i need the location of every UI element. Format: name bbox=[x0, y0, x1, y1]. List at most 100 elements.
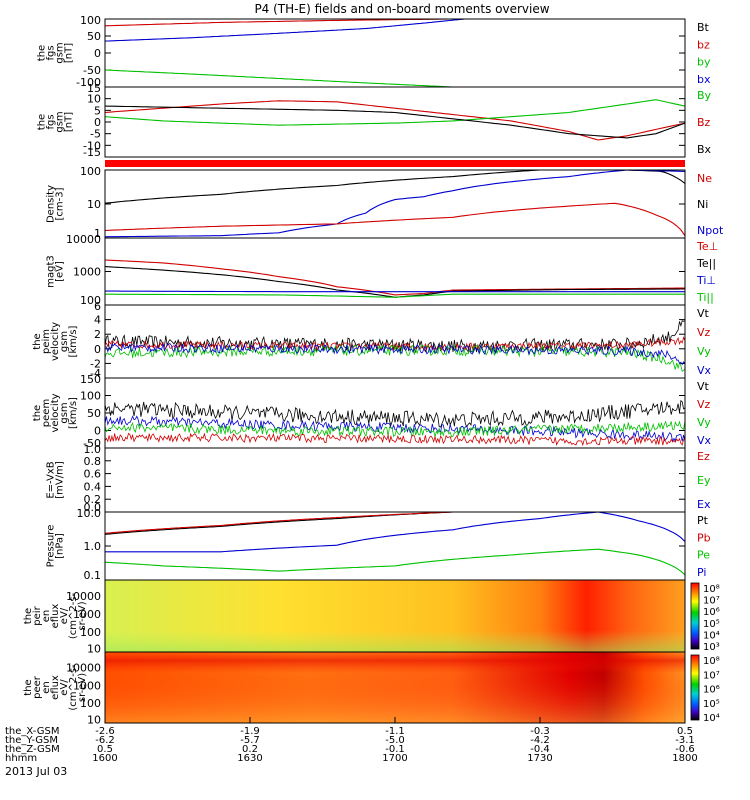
y-axis-label-line: peer bbox=[32, 675, 43, 699]
y-tick-label: 100 bbox=[80, 165, 101, 178]
series-line-vx bbox=[104, 415, 686, 443]
y-tick-label: 1 bbox=[94, 227, 101, 240]
time-axis-value: -0.6 bbox=[675, 744, 695, 755]
series-line-vx bbox=[104, 342, 686, 366]
y-tick-label: 15 bbox=[87, 82, 101, 95]
y-axis-label-line: fgs bbox=[46, 45, 57, 60]
y-tick-label: 100 bbox=[80, 390, 101, 403]
y-axis-label-line: E=-VxB bbox=[46, 461, 57, 498]
plot-title: P4 (TH-E) fields and on-board moments ov… bbox=[254, 2, 549, 16]
series-line-vy bbox=[104, 344, 686, 372]
legend-entry: by bbox=[697, 56, 711, 69]
y-axis-label-line: en bbox=[41, 681, 52, 694]
time-axis-value: -5.0 bbox=[385, 735, 405, 746]
y-axis-label-line: eV/ bbox=[59, 607, 70, 624]
legend-entry: Vx bbox=[697, 434, 712, 447]
y-axis-label-line: (cm^2-s- bbox=[68, 592, 79, 639]
y-tick-label: -50 bbox=[83, 64, 101, 77]
series-line-ti bbox=[105, 290, 685, 293]
series-line-pt bbox=[104, 511, 454, 535]
legend-entry: Pi bbox=[697, 566, 706, 579]
y-tick-label: 0.8 bbox=[84, 455, 102, 468]
y-axis-label-line: gsm bbox=[55, 42, 66, 63]
y-tick-label: 0 bbox=[94, 425, 101, 438]
time-axis-value: -6.2 bbox=[95, 735, 115, 746]
y-tick-label: 10 bbox=[87, 713, 101, 726]
y-tick-label: 10 bbox=[87, 93, 101, 106]
legend-entry: Ex bbox=[697, 498, 711, 511]
legend-entry: Ey bbox=[697, 474, 711, 487]
y-axis-label-line: velocity bbox=[50, 322, 61, 361]
time-axis-value: 1600 bbox=[92, 753, 117, 764]
series-line-ni bbox=[104, 169, 686, 204]
y-tick-label: 100 bbox=[80, 294, 101, 307]
panel-frame bbox=[104, 511, 686, 581]
y-axis-label-line: the bbox=[23, 679, 34, 695]
y-tick-label: 100 bbox=[80, 626, 101, 639]
time-axis-row-label: hhmm bbox=[5, 753, 37, 764]
y-axis-label-line: peem bbox=[41, 399, 52, 427]
legend-entry: bx bbox=[697, 73, 711, 86]
legend-entry: bz bbox=[697, 38, 710, 51]
time-axis-value: -5.7 bbox=[240, 735, 260, 746]
time-axis-value: -0.1 bbox=[385, 744, 405, 755]
time-axis: the_X-GSM -2.6 -1.9 -1.1 -0.3 0.5 the_Y-GSM -6.… bbox=[5, 717, 698, 764]
colorbar-tick-label: 10⁷ bbox=[703, 596, 720, 607]
series-line-ne bbox=[104, 202, 686, 237]
y-axis-label-line: the bbox=[32, 405, 43, 421]
spectrogram-shade bbox=[105, 652, 685, 723]
series-line-bx bbox=[104, 105, 686, 139]
series-line-vt bbox=[104, 399, 686, 428]
y-tick-label: 10 bbox=[87, 198, 101, 211]
time-axis-value: 0.5 bbox=[97, 744, 113, 755]
legend-entry: Bt bbox=[697, 21, 710, 34]
time-axis-value: -3.1 bbox=[675, 735, 695, 746]
legend-entry: Pt bbox=[697, 514, 709, 527]
legend-entry: Ne bbox=[697, 172, 712, 185]
time-axis-row-label: the_Y-GSM bbox=[5, 735, 58, 746]
panel-p9: Pressure[nPa] 10.0 1.0 0.1 Pt Pb Pe Pi bbox=[46, 507, 711, 582]
colorbar-tick-label: 10⁶ bbox=[703, 607, 720, 618]
legend-entry: Vx bbox=[697, 364, 712, 377]
legend-entry: Pb bbox=[697, 531, 711, 544]
y-axis-label-line: gsm bbox=[55, 111, 66, 132]
panel-p8: E=-VxB[mV/m] 1.00.80.60.40.20.0 Ez Ey Ex bbox=[46, 443, 711, 514]
legend-entry: Vy bbox=[697, 345, 711, 358]
y-tick-label: 10000 bbox=[66, 662, 101, 675]
y-tick-label: 0 bbox=[94, 343, 101, 356]
spectrogram-shade bbox=[105, 580, 685, 652]
legend-entry: Te⊥ bbox=[696, 240, 718, 253]
legend-entry: Vy bbox=[697, 416, 711, 429]
y-tick-label: 1000 bbox=[73, 266, 101, 279]
legend-entry: Vt bbox=[697, 307, 710, 320]
y-axis-label-line: [cm-3] bbox=[55, 187, 66, 220]
legend-entry: Vz bbox=[697, 398, 711, 411]
y-axis-label-line: [km/s] bbox=[68, 325, 79, 357]
y-axis-label-line: fgs bbox=[46, 114, 57, 129]
panel-frame bbox=[104, 304, 686, 379]
time-axis-row-label: the_X-GSM bbox=[5, 726, 59, 737]
time-axis-value: -0.3 bbox=[530, 726, 550, 737]
legend-entry: Ni bbox=[697, 198, 708, 211]
time-axis-value: 0.5 bbox=[677, 726, 693, 737]
legend-entry: By bbox=[697, 89, 712, 102]
series-line-bx bbox=[104, 18, 465, 42]
y-axis-label-line: (cm^2-s- bbox=[68, 664, 79, 711]
y-axis-label-line: [nT] bbox=[64, 43, 75, 63]
y-tick-label: 0.1 bbox=[84, 569, 102, 582]
panel-p3 bbox=[105, 160, 685, 167]
series-line-pb bbox=[104, 511, 454, 534]
y-tick-label: 10000 bbox=[66, 233, 101, 246]
colorbar-tick-label: 10⁸ bbox=[703, 656, 720, 667]
y-axis-label-line: [eV] bbox=[55, 261, 66, 282]
y-axis-label-line: eflux bbox=[50, 604, 61, 629]
series-line-vz bbox=[104, 432, 686, 447]
y-tick-label: 100 bbox=[80, 697, 101, 710]
panel-frame bbox=[104, 18, 686, 88]
legend-entry: Bz bbox=[697, 116, 711, 129]
y-tick-label: -4 bbox=[90, 367, 101, 380]
